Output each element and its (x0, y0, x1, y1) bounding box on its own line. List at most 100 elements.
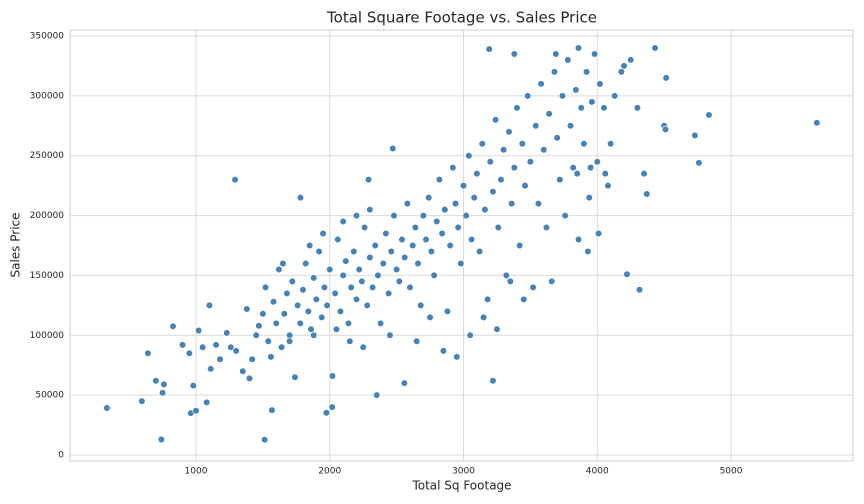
point (393, 265, 401, 274)
point (366, 205, 374, 214)
point (322, 409, 331, 417)
point (813, 119, 821, 127)
point (524, 92, 532, 100)
point (179, 341, 187, 349)
point (620, 62, 628, 70)
point (352, 211, 361, 220)
point (239, 367, 247, 375)
point (401, 253, 409, 262)
point (577, 104, 585, 112)
y-axis-label: Sales Price (9, 212, 23, 277)
point (332, 325, 341, 333)
point (360, 223, 369, 232)
point (564, 56, 572, 64)
y-tick-label: 100000 (30, 331, 65, 341)
point (548, 277, 556, 286)
point (411, 223, 419, 232)
point (427, 247, 436, 256)
point (286, 331, 294, 339)
point (299, 286, 307, 294)
point (339, 271, 347, 280)
point (409, 241, 417, 250)
x-axis-label: Total Sq Footage (411, 479, 511, 493)
point (138, 397, 146, 405)
point (268, 406, 276, 414)
point (355, 265, 363, 274)
x-tick-label: 1000 (185, 467, 208, 477)
point (623, 270, 631, 278)
point (385, 289, 393, 297)
point (248, 355, 256, 363)
point (425, 194, 433, 202)
point (400, 379, 408, 387)
point (542, 223, 551, 232)
point (189, 381, 197, 390)
point (449, 164, 457, 172)
point (521, 182, 529, 190)
point (540, 146, 548, 154)
point (497, 176, 505, 184)
point (294, 301, 302, 309)
point (347, 283, 355, 292)
point (454, 223, 462, 232)
point (328, 372, 337, 380)
point (323, 301, 331, 309)
point (492, 116, 500, 124)
point (379, 259, 387, 268)
grid (70, 30, 853, 461)
point (403, 199, 411, 208)
point (441, 205, 449, 214)
point (695, 159, 703, 167)
point (306, 241, 314, 250)
point (588, 98, 596, 106)
point (552, 50, 560, 58)
point (537, 80, 545, 88)
point (493, 325, 501, 333)
point (594, 229, 603, 238)
y-tick-label: 200000 (30, 211, 65, 221)
point (277, 343, 286, 351)
point (475, 247, 484, 256)
point (582, 68, 591, 76)
point (195, 326, 203, 335)
point (439, 347, 448, 355)
point (534, 199, 543, 208)
point (261, 283, 270, 292)
point (586, 164, 595, 172)
y-tick-label: 250000 (30, 151, 65, 161)
point (526, 158, 534, 166)
point (446, 241, 454, 250)
point (312, 295, 320, 303)
point (508, 199, 516, 208)
point (506, 277, 514, 286)
point (342, 257, 350, 265)
point (344, 319, 353, 327)
point (160, 380, 168, 388)
point (479, 313, 488, 321)
point (326, 265, 334, 274)
point (413, 337, 421, 345)
point (216, 355, 224, 363)
point (590, 50, 599, 58)
point (465, 152, 473, 160)
point (223, 329, 231, 337)
point (212, 341, 220, 349)
point (389, 144, 397, 153)
point (157, 435, 165, 444)
point (593, 158, 601, 166)
point (227, 343, 235, 351)
point (467, 235, 476, 244)
point (558, 92, 567, 100)
point (453, 353, 461, 361)
point (550, 68, 559, 76)
point (545, 110, 553, 118)
point (395, 277, 403, 286)
point (350, 247, 358, 256)
point (192, 407, 200, 415)
point (398, 235, 406, 244)
point (414, 259, 422, 268)
point (502, 271, 510, 280)
y-tick-label: 300000 (30, 91, 65, 101)
point (203, 398, 211, 406)
point (580, 140, 588, 148)
